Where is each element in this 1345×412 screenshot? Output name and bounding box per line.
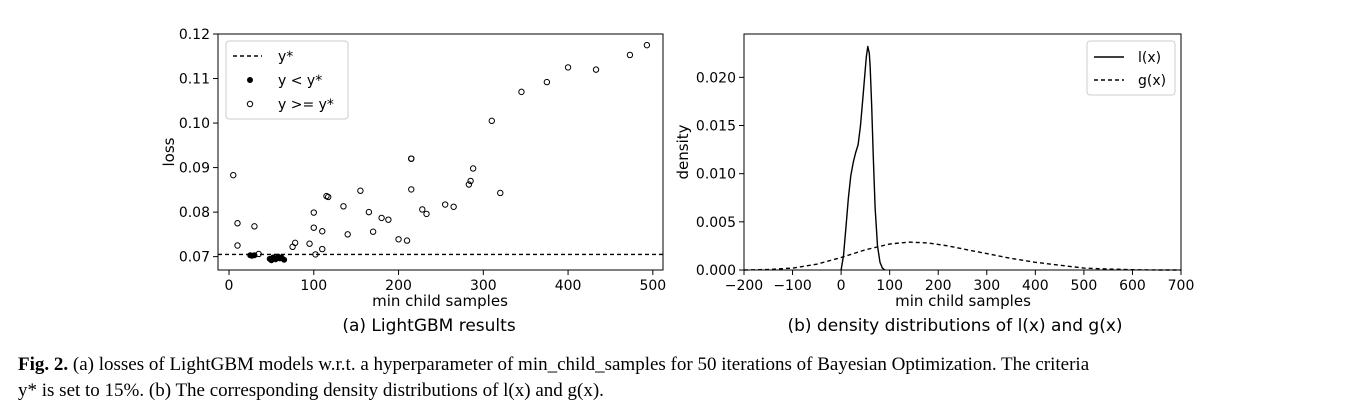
- point-above-threshold: [419, 206, 426, 213]
- point-above-threshold: [255, 250, 262, 258]
- panel-b-ytick-label: 0.010: [696, 167, 736, 183]
- panel-b-subtitle: (b) density distributions of l(x) and g(…: [787, 316, 1122, 336]
- panel-a-ytick-label: 0.08: [179, 205, 210, 221]
- point-above-threshold: [369, 228, 377, 235]
- point-above-threshold: [643, 41, 651, 49]
- point-above-threshold: [234, 220, 241, 227]
- caption-label: Fig. 2.: [18, 354, 69, 375]
- panel-b-xtick-label: 300: [973, 278, 1000, 294]
- panel-b-xtick-label: −200: [725, 278, 763, 294]
- point-above-threshold: [312, 251, 319, 258]
- panel-a-ytick-label: 0.10: [179, 116, 210, 132]
- point-above-threshold: [291, 239, 299, 247]
- point-above-threshold: [626, 51, 634, 59]
- point-above-threshold: [378, 214, 385, 222]
- point-above-threshold: [395, 236, 402, 243]
- point-above-threshold: [385, 216, 392, 223]
- panel-a-ytick-label: 0.07: [179, 250, 210, 266]
- point-above-threshold: [319, 245, 326, 253]
- panel-a-legend-box: [225, 40, 349, 120]
- panel-a-ytick-label: 0.09: [179, 161, 210, 177]
- point-below-threshold: [281, 256, 288, 263]
- point-above-threshold: [543, 78, 551, 86]
- point-above-threshold: [408, 186, 415, 193]
- panel-b-legend-box: [1086, 40, 1176, 96]
- legend-filled-marker: [247, 77, 253, 83]
- panel-b-ytick-label: 0.000: [696, 263, 736, 279]
- panel-b-xtick-label: 500: [1071, 278, 1098, 294]
- legend-label-above: y >= y*: [278, 97, 334, 113]
- panel-b-density: −200 −100 0 100 200 300 400 500 600 700 0.000 0.005…: [674, 33, 1195, 336]
- panel-b-ytick-label: 0.020: [696, 70, 736, 86]
- panel-b-xtick-label: 700: [1168, 278, 1195, 294]
- panel-b-xtick-label: 0: [837, 278, 846, 294]
- point-above-threshold: [344, 231, 351, 238]
- point-above-threshold: [324, 193, 332, 201]
- point-above-threshold: [497, 189, 504, 197]
- legend-label-below: y < y*: [278, 73, 322, 89]
- panel-a-xtick-label: 300: [470, 278, 497, 294]
- caption-line-1: Fig. 2. (a) losses of LightGBM models w.…: [18, 352, 1338, 378]
- point-above-threshold: [488, 117, 495, 125]
- caption-text-1: (a) losses of LightGBM models w.r.t. a h…: [68, 354, 1090, 375]
- panel-a-ytick-label: 0.12: [179, 27, 210, 43]
- point-above-threshold: [564, 64, 572, 71]
- point-above-threshold: [441, 201, 449, 208]
- point-above-threshold: [230, 171, 237, 179]
- panel-a-loss-scatter: 0 100 200 300 400 500 0.07 0.08 0.09 0.10 0.11 0.12…: [160, 27, 666, 336]
- panel-b-xtick-label: 200: [925, 278, 952, 294]
- legend-label-l: l(x): [1138, 50, 1161, 66]
- panel-b-xtick-label: 600: [1119, 278, 1146, 294]
- point-above-threshold: [450, 203, 457, 210]
- panel-b-xtick-label: −100: [773, 278, 811, 294]
- point-above-threshold: [403, 237, 411, 244]
- panel-a-ylabel: loss: [160, 137, 178, 166]
- point-above-threshold: [319, 228, 326, 235]
- series-l-line: [840, 45, 886, 271]
- panel-b-xlabel: min child samples: [895, 292, 1031, 310]
- panel-a-xtick-label: 400: [555, 278, 582, 294]
- point-above-threshold: [408, 155, 415, 162]
- panel-b-ytick-label: 0.015: [696, 119, 736, 135]
- panel-b-xtick-label: 100: [876, 278, 903, 294]
- legend-label-g: g(x): [1138, 73, 1166, 89]
- panel-b-ytick-label: 0.005: [696, 215, 736, 231]
- panel-a-ytick-label: 0.11: [179, 72, 210, 88]
- point-above-threshold: [310, 224, 317, 231]
- point-above-threshold: [306, 240, 313, 247]
- point-above-threshold: [467, 177, 474, 185]
- point-above-threshold: [518, 88, 525, 96]
- panel-a-legend: y* y < y* y >= y*: [225, 40, 349, 120]
- legend-label-threshold: y*: [278, 49, 293, 65]
- panel-b-ylabel: density: [674, 124, 692, 179]
- panel-a-xlabel: min child samples: [372, 292, 508, 310]
- panel-b-xtick-label: 400: [1022, 278, 1049, 294]
- panel-a-frame: [217, 33, 664, 271]
- panel-a-xtick-label: 0: [225, 278, 234, 294]
- point-above-threshold: [234, 242, 241, 249]
- figure-caption: Fig. 2. (a) losses of LightGBM models w.…: [18, 352, 1338, 404]
- point-above-threshold: [465, 181, 473, 188]
- point-above-threshold: [423, 210, 430, 218]
- point-above-threshold: [592, 66, 600, 73]
- figure: 0 100 200 300 400 500 0.07 0.08 0.09 0.10 0.11 0.12…: [160, 27, 1195, 336]
- point-above-threshold: [251, 223, 258, 230]
- point-above-threshold: [310, 209, 317, 216]
- panel-b-frame: [743, 33, 1182, 271]
- point-above-threshold: [365, 208, 373, 216]
- series-g-line: [743, 241, 1181, 271]
- point-above-threshold: [340, 203, 347, 210]
- panel-a-xtick-label: 500: [639, 278, 666, 294]
- point-above-threshold: [357, 187, 364, 194]
- panel-a-subtitle: (a) LightGBM results: [342, 316, 516, 336]
- point-above-threshold: [469, 165, 477, 172]
- legend-open-marker: [246, 100, 254, 108]
- caption-line-2: y* is set to 15%. (b) The corresponding …: [18, 380, 604, 401]
- panel-a-xtick-label: 200: [385, 278, 412, 294]
- panel-a-xtick-label: 100: [300, 278, 327, 294]
- panel-b-legend: l(x) g(x): [1086, 40, 1176, 96]
